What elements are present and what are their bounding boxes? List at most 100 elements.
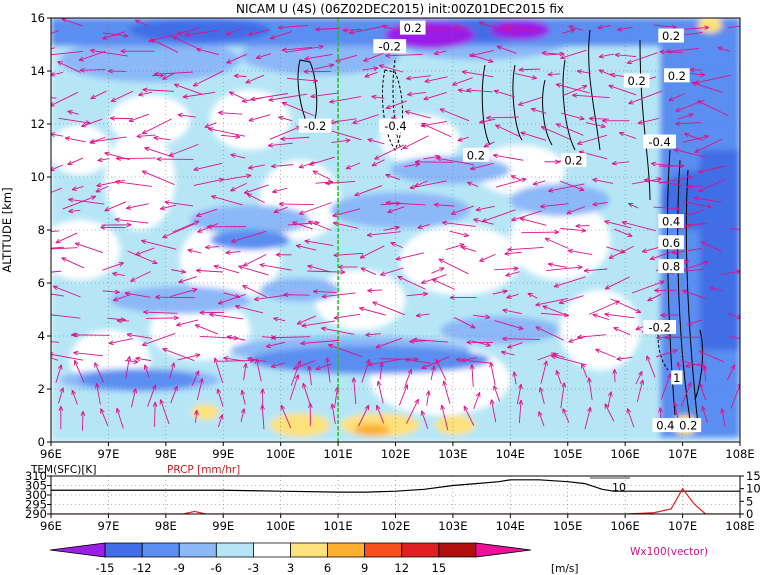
wind-vector-head xyxy=(466,181,473,187)
wind-vector xyxy=(555,370,562,385)
wind-vector-head xyxy=(359,253,366,259)
wind-vector xyxy=(616,356,633,360)
contour-label: -0.4 xyxy=(648,135,670,149)
wind-vector xyxy=(628,90,662,105)
wind-vector xyxy=(649,250,676,260)
wind-vector-head xyxy=(312,170,318,176)
wind-vector-head xyxy=(449,295,455,300)
wind-vector xyxy=(538,411,545,427)
x-tick-label: 99E xyxy=(212,519,234,533)
wind-vector xyxy=(55,232,78,244)
wind-vector xyxy=(548,183,585,192)
wind-vector-head xyxy=(475,391,481,398)
colorbar-swatch xyxy=(215,542,254,558)
wind-vector-head xyxy=(431,365,436,371)
wind-vector-head xyxy=(307,365,312,371)
x-tick-label: 104E xyxy=(496,447,525,461)
wind-vector-head xyxy=(650,161,656,167)
wind-vector xyxy=(379,358,419,360)
contour-line xyxy=(481,64,491,146)
wind-vector-head xyxy=(114,217,120,223)
wind-vector-head xyxy=(555,369,561,376)
field-patch xyxy=(698,18,722,33)
wind-vector-head xyxy=(666,48,672,54)
wind-vector-head xyxy=(371,94,377,100)
wind-vector-head xyxy=(602,118,608,124)
wind-vector xyxy=(540,203,569,208)
wind-vector-head xyxy=(307,264,313,270)
wind-vector xyxy=(502,338,540,340)
wind-vector-head xyxy=(706,203,712,209)
contour-labels: -0.2 -0.2 -0.4 0.2 0.2 0.2 0.2 0.2 0.2 -0.4 0.4 0.6… xyxy=(298,20,702,433)
wind-vector xyxy=(162,223,195,239)
wind-vector-head xyxy=(675,206,681,212)
prcp-tick-label: 15 xyxy=(746,469,761,483)
wind-vector xyxy=(691,82,723,93)
wind-vector-head xyxy=(431,278,438,284)
wind-vector xyxy=(329,118,357,123)
wind-vector xyxy=(409,340,427,343)
wind-vector xyxy=(130,271,151,282)
wind-vector xyxy=(698,165,727,173)
wind-vector-head xyxy=(34,311,39,315)
wind-vector-head xyxy=(542,305,548,310)
wind-vector xyxy=(608,245,634,259)
wind-vector-head xyxy=(195,268,202,274)
wind-vector xyxy=(461,246,477,252)
colorbar-swatch xyxy=(401,542,440,558)
wind-vector xyxy=(58,387,64,404)
wind-vector xyxy=(68,198,105,205)
wind-vector-head xyxy=(735,269,740,275)
wind-vector xyxy=(116,157,156,160)
wind-vector xyxy=(560,227,586,232)
wind-vector-head xyxy=(230,238,237,243)
wind-vector-head xyxy=(345,138,351,143)
wind-vector-head xyxy=(55,238,61,244)
wind-vector-head xyxy=(385,53,391,58)
wind-vector xyxy=(367,231,401,236)
prcp-series-label: PRCP [mm/hr] xyxy=(167,464,240,476)
wind-vector xyxy=(642,247,659,253)
wind-vector xyxy=(595,348,616,358)
wind-vector-head xyxy=(730,364,736,370)
wind-vector xyxy=(255,358,262,382)
wind-vector-head xyxy=(385,200,391,206)
wind-vector xyxy=(463,405,475,426)
wind-vector-head xyxy=(155,294,161,300)
wind-vector-head xyxy=(273,208,280,214)
wind-vector-head xyxy=(621,220,628,226)
wind-vector xyxy=(217,414,223,428)
wind-vector-head xyxy=(656,177,662,182)
wind-vector-head xyxy=(308,161,315,166)
wind-vector xyxy=(90,90,107,100)
wind-vector xyxy=(268,93,308,101)
wind-vector xyxy=(193,162,223,171)
wind-vector xyxy=(541,52,562,55)
wind-vector-head xyxy=(562,408,567,414)
wind-vector xyxy=(516,384,522,404)
wind-vector xyxy=(243,363,247,381)
contour-label: 0.4 xyxy=(662,215,680,229)
wind-vector xyxy=(72,186,84,191)
wind-vector-head xyxy=(479,257,485,262)
contour-label-box xyxy=(658,28,684,43)
wind-vector xyxy=(126,203,149,209)
wind-vector xyxy=(568,25,584,31)
wind-vector xyxy=(385,100,408,109)
wind-vector xyxy=(213,265,240,274)
wind-vector xyxy=(568,249,593,256)
contour-label-box xyxy=(399,20,426,35)
wind-vector xyxy=(315,363,332,370)
wind-vector-head xyxy=(637,120,643,125)
wind-vector xyxy=(125,360,139,363)
wind-vector xyxy=(617,26,633,31)
wind-vector-head xyxy=(272,188,278,194)
wind-vector-head xyxy=(364,73,370,78)
wind-vector-head xyxy=(193,409,199,416)
wind-vector xyxy=(164,201,194,207)
field-patch xyxy=(440,316,560,344)
wind-vector-head xyxy=(325,180,331,186)
wind-vector-head xyxy=(95,383,100,389)
wind-vector-head xyxy=(504,251,510,256)
wind-vector-head xyxy=(538,411,543,417)
